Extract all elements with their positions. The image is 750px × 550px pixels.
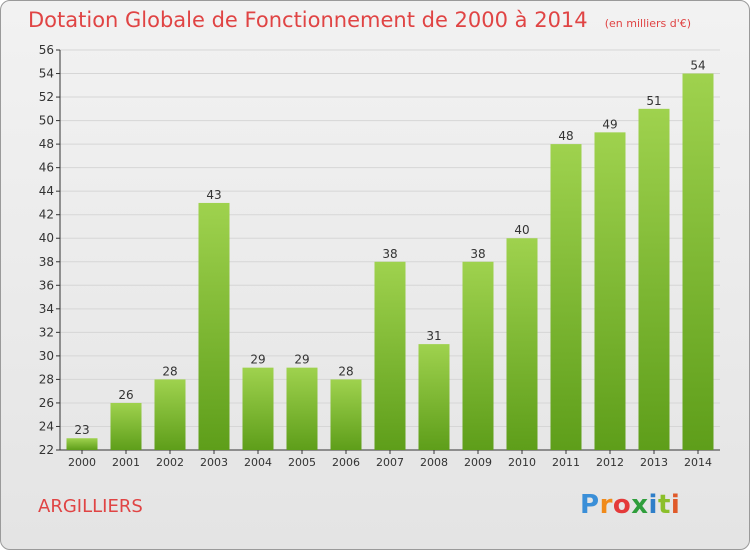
bar-value-label: 49 — [602, 117, 617, 131]
y-tick-label: 22 — [39, 443, 54, 457]
bar — [154, 379, 186, 450]
y-tick-label: 38 — [39, 255, 54, 269]
bar-value-label: 23 — [74, 423, 89, 437]
logo-letter: x — [631, 490, 649, 520]
x-tick-label: 2003 — [200, 456, 228, 469]
x-tick-label: 2010 — [508, 456, 536, 469]
bar-value-label: 31 — [426, 329, 441, 343]
bar-value-label: 54 — [690, 59, 705, 73]
chart-title-row: Dotation Globale de Fonctionnement de 20… — [28, 8, 691, 32]
bar — [198, 202, 230, 450]
bar-value-label: 28 — [162, 364, 177, 378]
y-tick-label: 24 — [39, 419, 54, 433]
bar-value-label: 29 — [250, 353, 265, 367]
y-tick-label: 40 — [39, 231, 54, 245]
bar — [66, 438, 98, 450]
y-tick-label: 50 — [39, 114, 54, 128]
logo-letter: P — [580, 490, 600, 520]
y-tick-label: 36 — [39, 278, 54, 292]
bar — [462, 261, 494, 450]
x-tick-label: 2002 — [156, 456, 184, 469]
proxiti-logo: Proxiti — [580, 490, 680, 520]
x-tick-label: 2014 — [684, 456, 712, 469]
y-tick-label: 42 — [39, 208, 54, 222]
bar — [330, 379, 362, 450]
x-tick-label: 2008 — [420, 456, 448, 469]
bar — [110, 402, 142, 450]
x-tick-label: 2001 — [112, 456, 140, 469]
x-tick-label: 2007 — [376, 456, 404, 469]
x-tick-label: 2004 — [244, 456, 272, 469]
x-tick-label: 2000 — [68, 456, 96, 469]
bar — [286, 367, 318, 450]
y-tick-label: 52 — [39, 90, 54, 104]
y-tick-label: 32 — [39, 325, 54, 339]
logo-letter: o — [612, 490, 632, 520]
y-tick-label: 26 — [39, 396, 54, 410]
logo-letter: i — [648, 490, 658, 520]
bar — [242, 367, 274, 450]
bar-value-label: 29 — [294, 353, 309, 367]
y-tick-label: 56 — [39, 43, 54, 57]
logo-letter: t — [657, 490, 671, 520]
y-tick-label: 28 — [39, 372, 54, 386]
commune-name: ARGILLIERS — [38, 496, 143, 517]
y-tick-label: 54 — [39, 67, 54, 81]
y-tick-label: 46 — [39, 161, 54, 175]
bar-value-label: 51 — [646, 94, 661, 108]
x-tick-label: 2012 — [596, 456, 624, 469]
bar — [682, 73, 714, 450]
bar — [506, 238, 538, 450]
bar — [594, 132, 626, 450]
y-tick-label: 30 — [39, 349, 54, 363]
y-tick-label: 34 — [39, 302, 54, 316]
x-tick-label: 2011 — [552, 456, 580, 469]
bar-value-label: 28 — [338, 364, 353, 378]
bar — [638, 108, 670, 450]
x-tick-label: 2009 — [464, 456, 492, 469]
x-tick-label: 2006 — [332, 456, 360, 469]
bar-value-label: 38 — [470, 247, 485, 261]
x-tick-label: 2005 — [288, 456, 316, 469]
chart-subtitle: (en milliers d'€) — [604, 17, 692, 30]
bar-value-label: 43 — [206, 188, 221, 202]
bar-value-label: 48 — [558, 129, 573, 143]
bar — [418, 344, 450, 450]
bar-value-label: 26 — [118, 388, 133, 402]
x-tick-label: 2013 — [640, 456, 668, 469]
chart-title: Dotation Globale de Fonctionnement de 20… — [28, 8, 588, 32]
bar — [374, 261, 406, 450]
bar-value-label: 40 — [514, 223, 529, 237]
bar — [550, 144, 582, 450]
logo-letter: i — [670, 490, 681, 520]
bar-value-label: 38 — [382, 247, 397, 261]
y-tick-label: 48 — [39, 137, 54, 151]
logo-letter: r — [599, 490, 613, 520]
y-tick-label: 44 — [39, 184, 54, 198]
